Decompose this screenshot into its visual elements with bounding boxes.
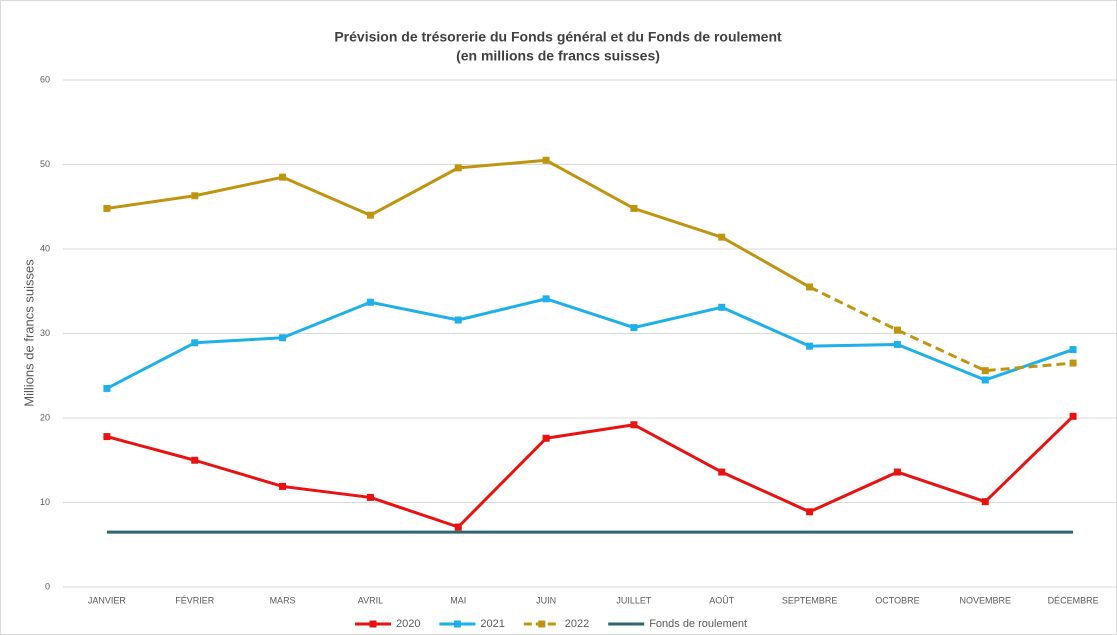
point-marker	[542, 295, 550, 303]
x-tick-label: NOVEMBRE	[959, 595, 1011, 605]
legend-label: 2022	[565, 618, 589, 630]
legend-marker	[453, 620, 461, 628]
point-marker	[1069, 359, 1077, 367]
legend-marker	[538, 620, 546, 628]
series-line	[106, 158, 1074, 373]
x-tick-label: MARS	[270, 595, 296, 605]
x-tick-label: AVRIL	[358, 595, 383, 605]
point-marker	[893, 326, 901, 334]
point-marker	[454, 316, 462, 324]
y-tick-label: 60	[40, 74, 50, 84]
y-tick-label: 0	[45, 581, 50, 591]
series-line	[106, 415, 1075, 529]
y-tick-label: 20	[40, 412, 50, 422]
point-marker	[279, 482, 287, 490]
point-marker	[893, 340, 901, 348]
x-tick-label: JUILLET	[616, 595, 652, 605]
legend-label: Fonds de roulement	[649, 618, 747, 630]
point-marker	[103, 433, 111, 441]
point-marker	[191, 192, 199, 200]
x-tick-label: JANVIER	[88, 595, 127, 605]
point-marker	[630, 204, 638, 212]
point-marker	[718, 303, 726, 311]
y-tick-label: 50	[40, 159, 50, 169]
point-marker	[279, 334, 287, 342]
point-marker	[542, 156, 550, 164]
x-tick-label: OCTOBRE	[875, 595, 919, 605]
point-marker	[366, 298, 374, 306]
y-tick-label: 30	[40, 328, 50, 338]
point-marker	[718, 233, 726, 241]
point-marker	[981, 367, 989, 375]
x-tick-label: DÉCEMBRE	[1048, 595, 1099, 605]
point-marker	[806, 283, 814, 291]
point-marker	[893, 468, 901, 476]
point-marker	[454, 164, 462, 172]
point-marker	[981, 498, 989, 506]
chart-title: Prévision de trésorerie du Fonds général…	[334, 29, 782, 45]
x-tick-label: SEPTEMBRE	[782, 595, 838, 605]
y-axis-title: Millions de francs suisses	[21, 259, 36, 407]
point-marker	[191, 339, 199, 347]
point-marker	[630, 421, 638, 429]
point-marker	[981, 376, 989, 384]
point-marker	[279, 173, 287, 181]
y-tick-label: 10	[40, 497, 50, 507]
x-tick-label: MAI	[450, 595, 466, 605]
point-marker	[542, 434, 550, 442]
legend-label: 2021	[480, 618, 504, 630]
point-marker	[806, 508, 814, 516]
point-marker	[191, 456, 199, 464]
point-marker	[103, 204, 111, 212]
point-marker	[1069, 412, 1077, 420]
y-tick-label: 40	[40, 243, 50, 253]
legend-marker	[369, 620, 377, 628]
point-marker	[806, 342, 814, 350]
legend-label: 2020	[396, 618, 420, 630]
point-marker	[1069, 346, 1077, 354]
point-marker	[454, 523, 462, 531]
chart-subtitle: (en millions de francs suisses)	[456, 48, 660, 64]
series-line	[106, 297, 1074, 390]
point-marker	[366, 211, 374, 219]
x-tick-label: FÉVRIER	[175, 595, 215, 605]
point-marker	[630, 324, 638, 332]
x-tick-label: JUIN	[536, 595, 556, 605]
point-marker	[103, 384, 111, 392]
point-marker	[366, 493, 374, 501]
point-marker	[718, 468, 726, 476]
x-tick-label: AOÛT	[709, 595, 735, 605]
